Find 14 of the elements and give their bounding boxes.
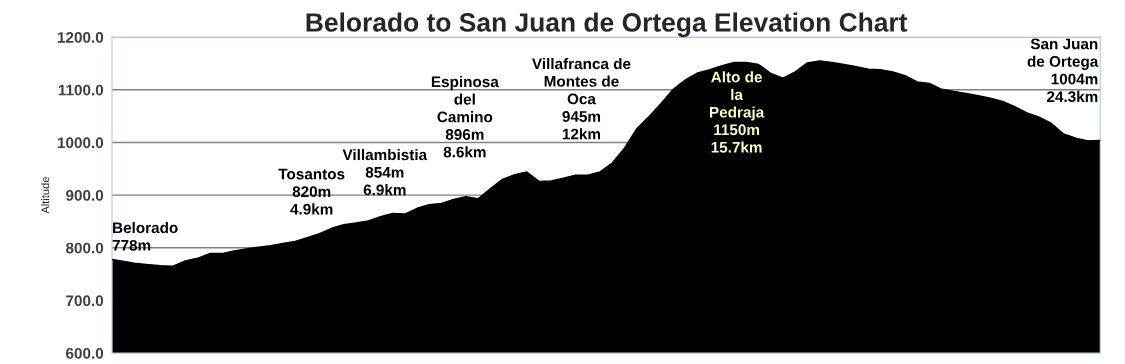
y-tick-label: 900.0 [66,189,104,201]
annotation: Villafranca de Montes de Oca 945m 12km [532,57,631,140]
y-axis-title: Altitude [41,177,50,214]
y-tick-label: 800.0 [65,242,104,254]
y-tick-label: 1100.0 [58,84,104,96]
y-tick-label: 1200.0 [57,32,104,43]
y-tick-label: 1000.0 [57,137,104,149]
y-tick-label: 600.0 [66,347,104,359]
chart-title: Belorado to San Juan de Ortega Elevation Chart [306,12,908,38]
annotation: San Juan de Ortega 1004m 24.3km [1027,38,1099,103]
annotation: Espinosa del Camino 896m 8.6km [431,75,499,158]
annotation: Belorado 778m [112,221,178,251]
annotation: Alto de la Pedraja 1150m 15.7km [710,71,765,153]
y-tick-label: 700.0 [66,295,104,307]
